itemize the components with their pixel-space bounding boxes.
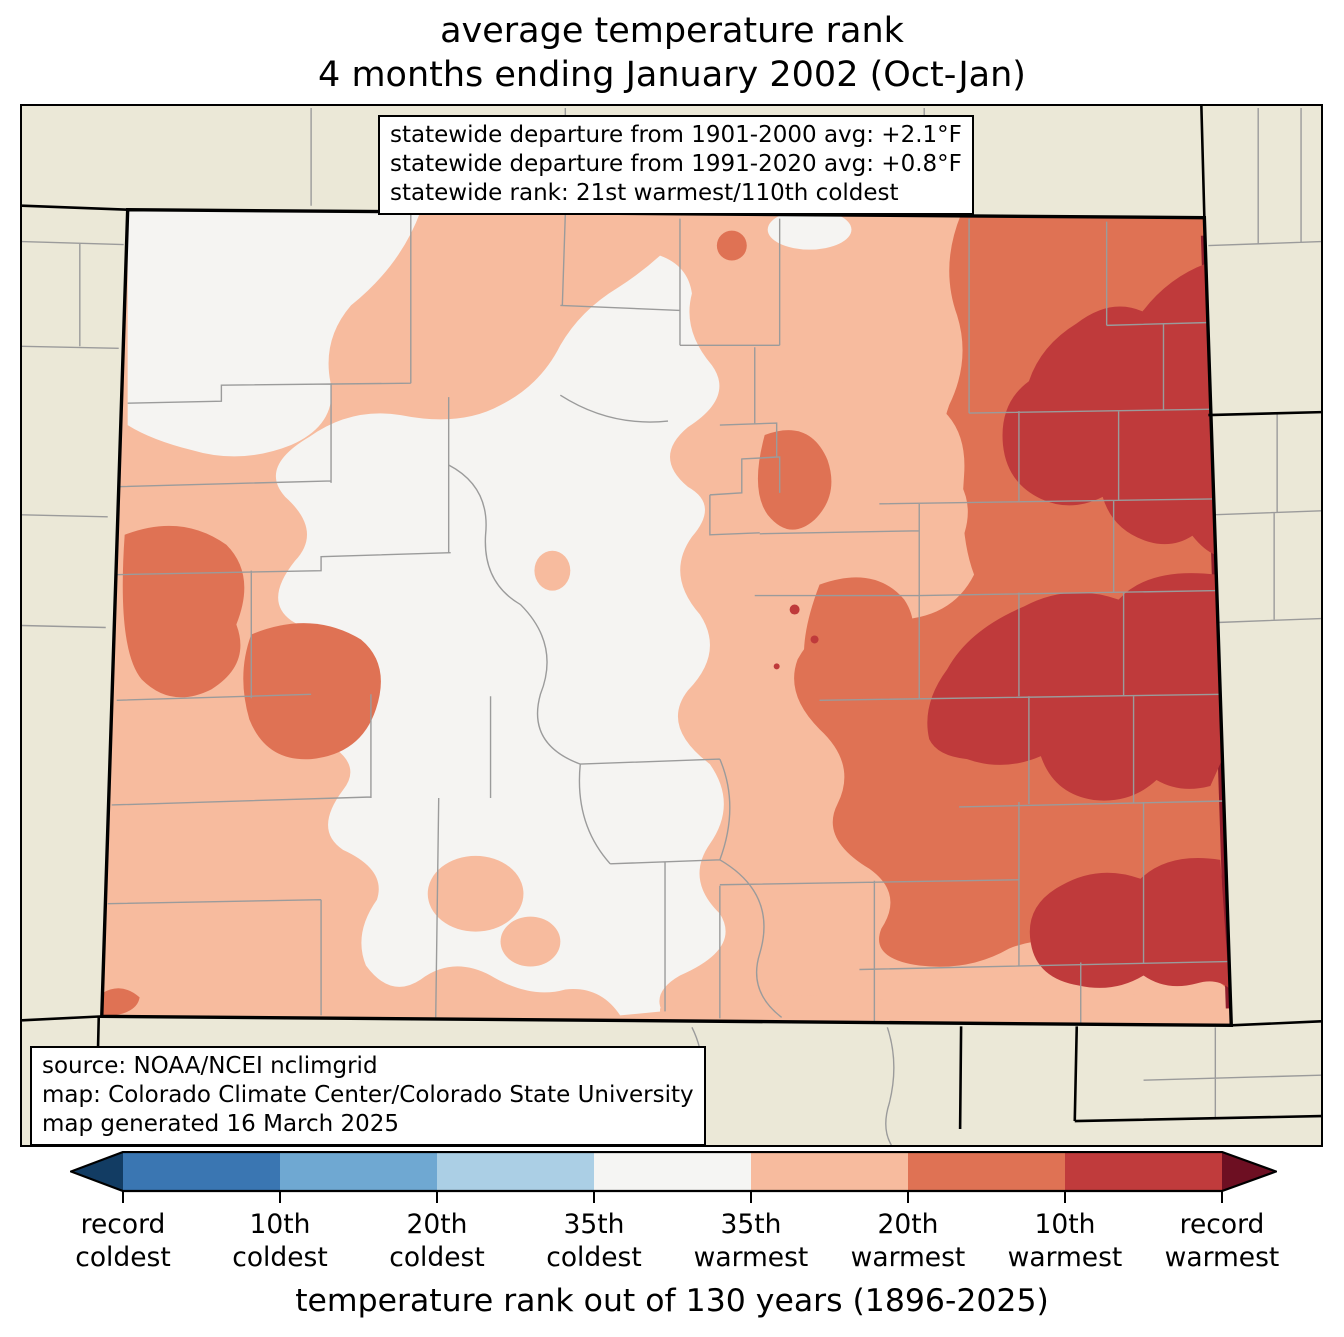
colorbar-right-arrow xyxy=(1222,1152,1276,1191)
source-line-2: map: Colorado Climate Center/Colorado St… xyxy=(42,1081,694,1108)
colorbar-seg-1 xyxy=(123,1152,280,1191)
colorado-map xyxy=(22,106,1321,1145)
colorbar-caption: temperature rank out of 130 years (1896-… xyxy=(295,1283,1049,1319)
stats-line-3: statewide rank: 21st warmest/110th colde… xyxy=(390,179,899,206)
stats-line-1: statewide departure from 1901-2000 avg: … xyxy=(390,122,962,148)
colorbar-seg-3 xyxy=(437,1152,594,1191)
county-lines xyxy=(107,213,1228,1024)
colorbar-seg-4 xyxy=(594,1152,751,1191)
tick-label-record-warmest: record warmest xyxy=(1164,1209,1280,1274)
stats-line-2: statewide departure from 1991-2020 avg: … xyxy=(390,150,962,177)
page-title: average temperature rank 4 months ending… xyxy=(0,10,1344,98)
colorbar xyxy=(70,1151,1277,1203)
colorbar-seg-6 xyxy=(908,1152,1065,1191)
warm-35th-overlays xyxy=(427,382,1232,1026)
tick-label-20th-warmest: 20th warmest xyxy=(850,1209,966,1274)
tick-label-record-coldest: record coldest xyxy=(75,1209,171,1274)
source-line-3: map generated 16 March 2025 xyxy=(42,1110,400,1137)
source-box: source: NOAA/NCEI nclimgrid map: Colorad… xyxy=(30,1046,706,1147)
colorbar-seg-7 xyxy=(1065,1152,1222,1191)
tick-label-35th-coldest: 35th coldest xyxy=(546,1209,642,1274)
colorbar-seg-2 xyxy=(280,1152,437,1191)
colorbar-seg-5 xyxy=(751,1152,908,1191)
stats-box: statewide departure from 1901-2000 avg: … xyxy=(378,115,974,216)
colorbar-left-arrow xyxy=(71,1152,123,1191)
near-normal-regions xyxy=(127,209,852,1016)
tick-label-35th-warmest: 35th warmest xyxy=(693,1209,809,1274)
map-frame xyxy=(20,104,1323,1147)
source-line-1: source: NOAA/NCEI nclimgrid xyxy=(42,1053,378,1079)
title-line-2: 4 months ending January 2002 (Oct-Jan) xyxy=(318,54,1026,95)
colorbar-ticks xyxy=(122,1191,1223,1203)
tick-label-10th-warmest: 10th warmest xyxy=(1007,1209,1123,1274)
tick-label-20th-coldest: 20th coldest xyxy=(389,1209,485,1274)
title-line-1: average temperature rank xyxy=(440,11,904,51)
tick-label-10th-coldest: 10th coldest xyxy=(232,1209,328,1274)
warm-10th-regions xyxy=(773,263,1230,989)
